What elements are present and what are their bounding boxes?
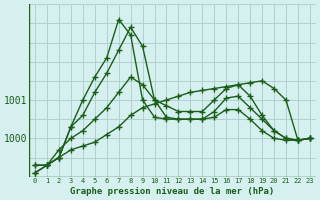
X-axis label: Graphe pression niveau de la mer (hPa): Graphe pression niveau de la mer (hPa) — [70, 187, 275, 196]
